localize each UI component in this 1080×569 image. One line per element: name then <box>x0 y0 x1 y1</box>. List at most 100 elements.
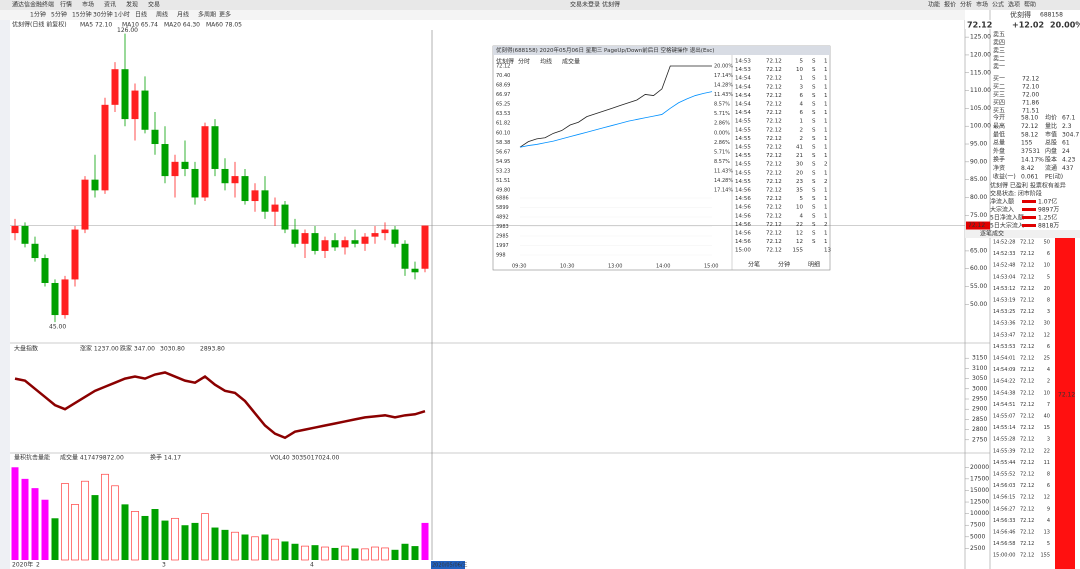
trade-cell: 155 <box>793 248 804 254</box>
period-tab[interactable]: 15分钟 <box>72 11 92 19</box>
flow-bar <box>1022 200 1036 203</box>
flow-label: 大宗流入 <box>990 206 1014 214</box>
toolbar <box>0 10 965 20</box>
menu-item[interactable]: 发现 <box>126 1 138 9</box>
tick-cell: 14:56:58 <box>993 541 1015 547</box>
menu-item[interactable]: 市场 <box>82 1 94 9</box>
stat-cell: 58.10 <box>1021 115 1038 122</box>
trade-cell: S <box>812 93 816 99</box>
volume-bar <box>271 538 279 561</box>
volume-bar <box>411 546 419 560</box>
menu-right[interactable]: 分析 <box>960 1 972 9</box>
popup-pct-label: 17.14% <box>714 188 733 194</box>
trade-cell: 1 <box>824 196 828 202</box>
popup-time-label: 15:00 <box>704 264 718 270</box>
popup-price-label: 56.67 <box>496 149 510 155</box>
candle-body <box>221 168 229 184</box>
y-tick-label: 20000 <box>970 464 989 471</box>
popup-price-label: 54.95 <box>496 159 510 165</box>
book-label: 买五 <box>993 107 1005 115</box>
tick-cell: 14:53:19 <box>993 298 1015 304</box>
candle-body <box>71 229 79 280</box>
stat-cell: 外盘 <box>993 147 1005 155</box>
stat-cell: 67.1 <box>1062 115 1076 122</box>
period-tab[interactable]: 1小时 <box>114 11 130 19</box>
popup <box>492 45 831 271</box>
y-tick-label: 85.00 <box>970 176 987 183</box>
tick-cell: 72.12 <box>1020 460 1034 466</box>
menu-item[interactable]: 行情 <box>60 1 72 9</box>
tick-cell: 14:55:52 <box>993 472 1015 478</box>
stat-cell: 155 <box>1021 140 1033 147</box>
trade-cell: S <box>812 170 816 176</box>
popup-tab[interactable]: 成交量 <box>562 58 580 66</box>
candle-body <box>21 225 29 244</box>
period-tab[interactable]: 更多 <box>219 11 231 19</box>
tick-cell: 14:55:07 <box>993 414 1015 420</box>
volume-bar <box>131 511 139 561</box>
candle-body <box>11 225 19 234</box>
candle-body <box>361 236 369 244</box>
menu-item[interactable]: 资讯 <box>104 1 116 9</box>
panel-legend: VOL40 3035017024.00 <box>270 455 340 462</box>
popup-button[interactable]: 分钟 <box>778 261 790 269</box>
tick-cell: 7 <box>1047 402 1050 408</box>
popup-pct-label: 5.71% <box>714 149 730 155</box>
y-tick-label: 5000 <box>970 533 985 540</box>
trade-cell: 5 <box>800 59 804 65</box>
trade-cell: S <box>812 119 816 125</box>
trade-cell: S <box>812 188 816 194</box>
trade-cell: 14:56 <box>735 222 751 228</box>
trade-cell: 6 <box>800 110 804 116</box>
volume-column-label: 72.12 <box>1058 392 1075 399</box>
period-tab[interactable]: 5分钟 <box>51 11 67 19</box>
trade-cell: 4 <box>800 213 804 219</box>
trade-cell: 72.12 <box>766 59 782 65</box>
popup-tab[interactable]: 优刻得 <box>496 58 514 66</box>
period-tab[interactable]: 多周期 <box>198 11 216 19</box>
trade-cell: 14:54 <box>735 76 751 82</box>
volume-bar <box>151 509 159 560</box>
y-tick-label: 75.00 <box>970 212 987 219</box>
tick-cell: 72.12 <box>1020 390 1034 396</box>
menu-item[interactable]: 交易 <box>148 1 160 9</box>
book-label: 卖三 <box>993 48 1005 55</box>
tick-cell: 22 <box>1044 448 1050 454</box>
trade-cell: 14:54 <box>735 84 751 90</box>
menu-right[interactable]: 市场 <box>976 1 988 9</box>
period-tab[interactable]: 日线 <box>135 11 147 19</box>
popup-button[interactable]: 明细 <box>808 261 820 269</box>
period-tab[interactable]: 月线 <box>177 11 189 19</box>
menu-right[interactable]: 选项 <box>1008 1 1020 9</box>
popup-tab[interactable]: 均线 <box>540 58 552 66</box>
y-tick-label: 3100 <box>972 365 987 372</box>
tick-cell: 4 <box>1047 367 1050 373</box>
tick-cell: 14:56:27 <box>993 506 1015 512</box>
trade-cell: S <box>812 213 816 219</box>
popup-button[interactable]: 分笔 <box>748 261 760 269</box>
volume-bar <box>41 499 49 560</box>
period-tab[interactable]: 周线 <box>156 11 168 19</box>
panel-title: 大盘指数 <box>14 345 38 353</box>
trade-cell: 20 <box>796 170 803 176</box>
menu-right[interactable]: 公式 <box>992 1 1004 9</box>
popup-price-label: 68.69 <box>496 83 510 89</box>
quote-note: 优刻得 已盈利 投票权有差异 <box>990 182 1066 190</box>
menu-item[interactable]: 通达信金融终端 <box>12 1 54 9</box>
flow-value: 8818万 <box>1038 223 1059 230</box>
candle-body <box>391 229 399 244</box>
popup-tab[interactable]: 分时 <box>518 58 530 66</box>
volume-bar <box>161 520 169 560</box>
candle-body <box>241 176 249 202</box>
ma-legend: MA20 64.30 <box>164 22 200 29</box>
period-tab[interactable]: 30分钟 <box>93 11 113 19</box>
menu-right[interactable]: 报价 <box>944 1 956 9</box>
menu-right[interactable]: 功能 <box>928 1 940 9</box>
popup-pct-label: 2.86% <box>714 121 730 127</box>
popup-price-label: 72.12 <box>496 64 510 70</box>
y-tick-label: 15000 <box>970 487 989 494</box>
low-label: 45.00 <box>49 324 66 331</box>
menu-right[interactable]: 帮助 <box>1024 1 1036 9</box>
period-tab[interactable]: 1分钟 <box>30 11 46 19</box>
